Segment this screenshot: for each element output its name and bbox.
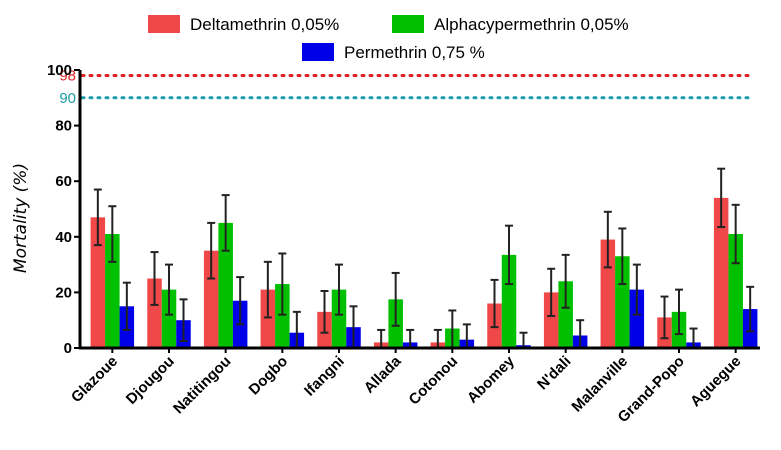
error-bar-10-2 [689, 327, 698, 348]
error-bar-11-0 [717, 167, 726, 229]
bar-9-1 [615, 256, 630, 348]
legend-swatch-2 [302, 43, 334, 61]
bar-4-1 [331, 289, 347, 348]
bar-2-0 [203, 250, 219, 348]
error-bar-3-2 [292, 310, 301, 348]
category-label-2: Natitingou [170, 353, 234, 417]
error-bar-10-1 [675, 288, 683, 336]
error-bar-4-1 [335, 263, 343, 316]
category-label-6: Cotonou [406, 353, 462, 409]
category-label-5: Allada [361, 352, 405, 396]
error-bar-9-2 [632, 263, 641, 316]
error-bar-6-2 [462, 323, 471, 348]
error-bar-7-2 [519, 331, 528, 348]
error-bar-3-1 [278, 252, 287, 316]
error-bar-8-1 [561, 253, 570, 309]
y-tick-label-20: 20 [55, 284, 72, 301]
bar-1-0 [147, 278, 162, 348]
bar-0-0 [90, 217, 106, 348]
error-bar-5-2 [406, 328, 415, 348]
category-label-1: Djougou [123, 353, 178, 408]
error-bar-7-0 [490, 278, 499, 329]
bar-11-0 [713, 197, 729, 348]
legend-label-1: Alphacypermethrin 0,05% [434, 15, 629, 34]
error-bar-8-2 [576, 319, 585, 348]
legend-swatch-0 [148, 15, 180, 33]
error-bar-5-1 [391, 271, 400, 327]
y-tick-label-0: 0 [64, 340, 72, 357]
error-bar-2-1 [221, 194, 230, 252]
error-bar-0-0 [93, 188, 102, 247]
error-bar-2-0 [207, 221, 216, 280]
error-bar-9-0 [603, 210, 612, 269]
axes: 0 20 40 60 80 100 [47, 62, 760, 357]
category-label-8: N'dali [534, 353, 574, 393]
bar-3-0 [260, 289, 276, 348]
category-label-11: Aguegue [687, 353, 744, 410]
error-bar-2-2 [236, 276, 245, 326]
legend-label-0: Deltamethrin 0,05% [190, 15, 339, 34]
legend: Deltamethrin 0,05% Alphacypermethrin 0,05… [148, 15, 629, 62]
error-bar-1-1 [165, 263, 173, 316]
error-bar-7-1 [505, 224, 513, 286]
error-bar-1-2 [179, 298, 188, 343]
category-label-3: Dogbo [246, 353, 292, 399]
error-bar-6-1 [448, 309, 457, 347]
error-bar-6-0 [433, 328, 442, 348]
bar-2-1 [218, 222, 233, 348]
error-bar-10-0 [660, 295, 669, 340]
error-bar-4-0 [320, 290, 329, 334]
category-label-7: Abomey [464, 352, 518, 406]
legend-label-2: Permethrin 0,75 % [344, 43, 485, 62]
legend-swatch-1 [392, 15, 424, 33]
reference-label-98: 98 [59, 68, 76, 85]
y-tick-label-60: 60 [55, 173, 72, 190]
error-bar-11-2 [746, 285, 755, 333]
y-tick-label-40: 40 [55, 229, 72, 246]
error-bar-1-0 [150, 251, 159, 306]
y-tick-label-100: 100 [47, 62, 72, 79]
error-bar-8-0 [547, 267, 556, 318]
bar-7-1 [501, 254, 517, 348]
bar-8-0 [543, 292, 559, 348]
error-bar-9-1 [618, 227, 627, 286]
bar-3-1 [275, 284, 290, 348]
error-bar-3-0 [263, 260, 272, 319]
error-bar-0-1 [108, 205, 117, 263]
bar-8-1 [558, 281, 573, 348]
y-axis-label: Mortality (%) [11, 163, 31, 273]
category-label-0: Glazoue [68, 353, 121, 406]
reference-label-90: 90 [59, 90, 76, 107]
error-bar-4-2 [349, 305, 358, 348]
category-label-4: Ifangni [301, 353, 348, 400]
error-bar-11-1 [731, 203, 740, 265]
y-tick-label-80: 80 [55, 118, 72, 135]
error-bar-5-0 [377, 328, 386, 348]
bar-9-2 [629, 289, 645, 348]
bar-1-1 [161, 289, 177, 348]
error-bar-0-2 [122, 281, 131, 331]
